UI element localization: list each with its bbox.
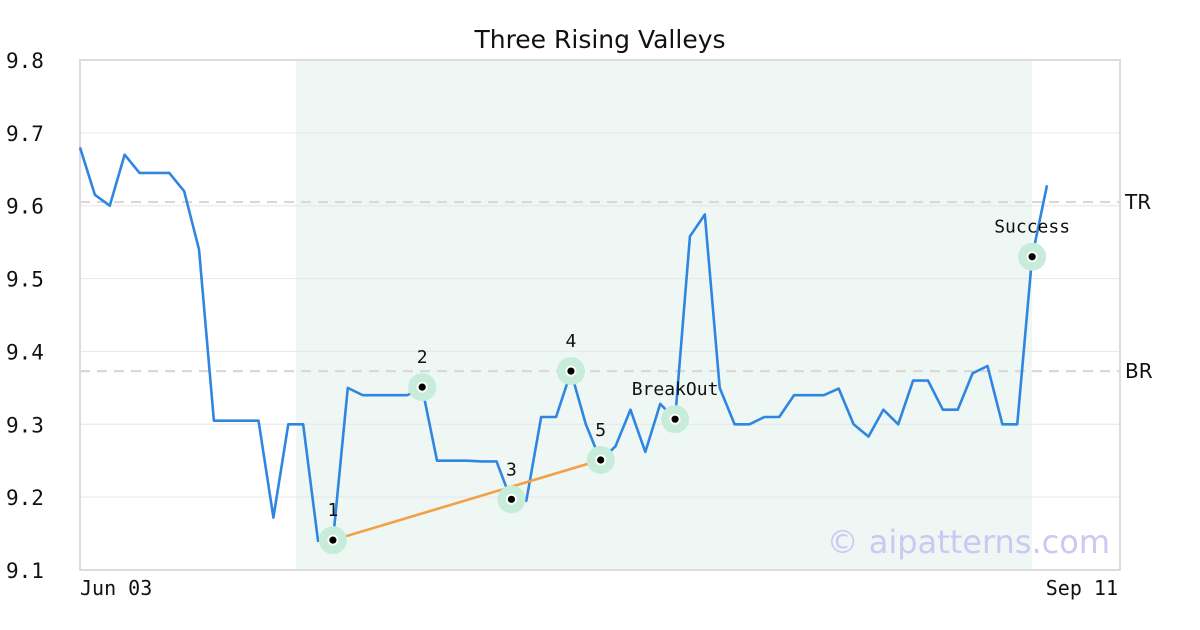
pivot-label: 5: [595, 420, 606, 441]
pivot-label: 3: [506, 459, 517, 480]
plot-frame-layer: [79, 59, 1121, 571]
y-tick-label: 9.2: [6, 486, 44, 510]
series-layer: [78, 147, 1049, 543]
pivot-dot: [329, 536, 337, 544]
ticks-layer: 9.1 9.2 9.3 9.4 9.5 9.6 9.7 9.8 Jun 03 Sep 11: [6, 49, 1118, 600]
pivot-dot: [507, 495, 516, 503]
level-label-tr: TR: [1124, 190, 1151, 214]
grid-layer: [80, 132, 1120, 498]
y-tick-label: 9.8: [6, 49, 44, 73]
trendline: [332, 458, 602, 542]
levels-layer: TR BR: [80, 190, 1153, 383]
pivot-label: Success: [994, 217, 1070, 238]
pivot-dot: [597, 456, 605, 464]
y-tick-label: 9.6: [6, 195, 44, 219]
pivot-dot: [671, 415, 679, 423]
y-tick-label: 9.4: [6, 340, 44, 364]
pivot-dot: [1028, 253, 1036, 261]
x-tick-label: Sep 11: [1046, 576, 1118, 600]
pivot-label: 2: [417, 347, 428, 368]
plot-frame: [79, 59, 1121, 571]
y-tick-label: 9.3: [6, 413, 44, 437]
markers-layer: 1 2 3 4 5 BreakOut Success: [318, 217, 1070, 555]
y-tick-label: 9.1: [6, 559, 44, 583]
chart-title: Three Rising Valleys: [473, 25, 725, 54]
x-tick-label: Jun 03: [80, 576, 152, 600]
pattern-zone-layer: [296, 60, 1033, 570]
pivot-dot: [567, 367, 575, 375]
level-label-br: BR: [1125, 359, 1153, 383]
watermark: © aipatterns.com: [827, 523, 1110, 561]
pivot-dot: [418, 383, 426, 391]
pivot-label: 4: [566, 331, 577, 352]
price-line: [78, 147, 1049, 543]
pivot-label: 1: [327, 500, 338, 521]
y-tick-label: 9.5: [6, 268, 44, 292]
trendline-layer: [332, 458, 602, 542]
y-tick-label: 9.7: [6, 122, 44, 146]
pattern-zone: [296, 60, 1033, 570]
pivot-label: BreakOut: [632, 379, 719, 400]
